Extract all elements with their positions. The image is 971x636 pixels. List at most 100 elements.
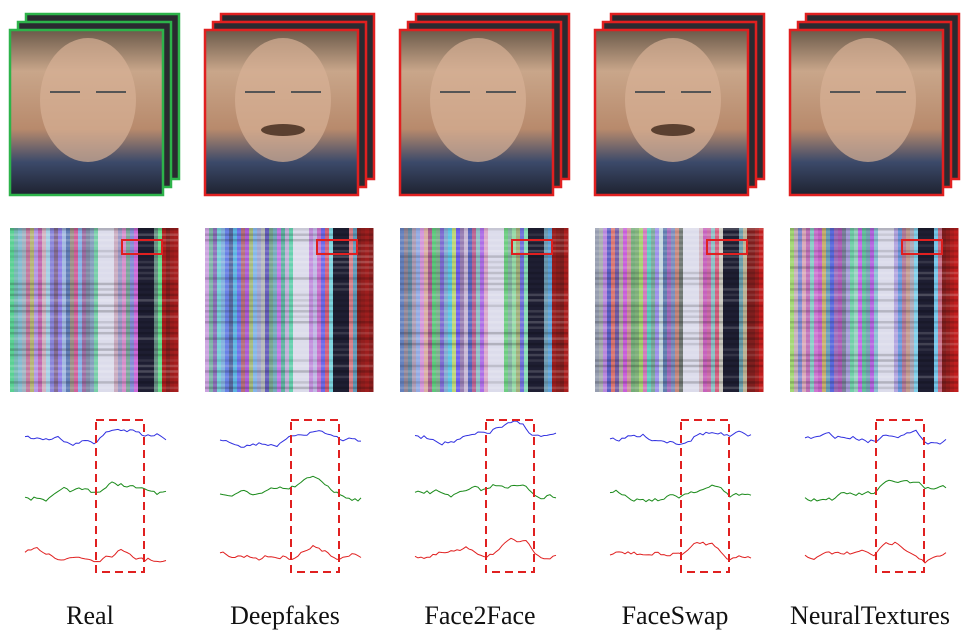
column: NeuralTextures bbox=[790, 14, 959, 630]
band bbox=[400, 337, 568, 340]
stripe bbox=[464, 228, 469, 392]
stripe bbox=[440, 228, 445, 392]
stripe bbox=[420, 228, 425, 392]
stripe bbox=[237, 228, 242, 392]
stripe bbox=[166, 228, 171, 392]
stripe bbox=[886, 228, 891, 392]
stripe bbox=[691, 228, 696, 392]
band bbox=[400, 261, 568, 264]
band bbox=[790, 337, 958, 340]
stripe bbox=[369, 228, 374, 392]
stripe bbox=[532, 228, 537, 392]
band bbox=[10, 233, 178, 236]
band bbox=[205, 370, 373, 373]
stripe bbox=[337, 228, 342, 392]
stripe bbox=[261, 228, 266, 392]
stripe bbox=[265, 228, 270, 392]
stripe bbox=[910, 228, 915, 392]
stripe bbox=[408, 228, 413, 392]
column: FaceSwap bbox=[595, 14, 764, 630]
band bbox=[400, 326, 568, 329]
band bbox=[790, 244, 958, 247]
stripe bbox=[854, 228, 859, 392]
band bbox=[10, 250, 178, 253]
stripe bbox=[814, 228, 819, 392]
band bbox=[10, 381, 178, 384]
stripe bbox=[516, 228, 521, 392]
band bbox=[790, 343, 958, 346]
stripe-image bbox=[790, 228, 959, 392]
band bbox=[790, 277, 958, 280]
stripe bbox=[297, 228, 302, 392]
stripe bbox=[715, 228, 720, 392]
stripe bbox=[22, 228, 27, 392]
stripe bbox=[870, 228, 875, 392]
stripe bbox=[504, 228, 509, 392]
stripe bbox=[759, 228, 764, 392]
stripe bbox=[922, 228, 927, 392]
band bbox=[400, 299, 568, 302]
band bbox=[595, 337, 763, 340]
stripe bbox=[102, 228, 107, 392]
band bbox=[205, 354, 373, 357]
stripe bbox=[126, 228, 131, 392]
band bbox=[10, 266, 178, 269]
stripe bbox=[866, 228, 871, 392]
stripe bbox=[946, 228, 951, 392]
stripe bbox=[914, 228, 919, 392]
column-label: Deepfakes bbox=[230, 601, 340, 630]
stripe bbox=[217, 228, 222, 392]
band bbox=[10, 277, 178, 280]
band bbox=[790, 310, 958, 313]
band bbox=[205, 381, 373, 384]
band bbox=[400, 310, 568, 313]
stripe bbox=[436, 228, 441, 392]
stripe bbox=[556, 228, 561, 392]
stripe bbox=[727, 228, 732, 392]
stripe bbox=[918, 228, 923, 392]
band bbox=[400, 381, 568, 384]
band bbox=[790, 283, 958, 286]
band bbox=[595, 321, 763, 324]
band bbox=[400, 343, 568, 346]
band bbox=[595, 343, 763, 346]
band bbox=[400, 365, 568, 368]
band bbox=[205, 387, 373, 390]
band bbox=[400, 250, 568, 253]
stripe bbox=[878, 228, 883, 392]
stripe bbox=[90, 228, 95, 392]
stripe bbox=[10, 228, 15, 392]
stripe bbox=[560, 228, 565, 392]
stripe bbox=[329, 228, 334, 392]
band bbox=[400, 272, 568, 275]
band bbox=[400, 294, 568, 297]
band bbox=[595, 310, 763, 313]
stripe bbox=[520, 228, 525, 392]
stripe-image bbox=[595, 228, 764, 392]
band bbox=[790, 359, 958, 362]
stripe bbox=[810, 228, 815, 392]
band bbox=[595, 277, 763, 280]
band bbox=[205, 310, 373, 313]
band bbox=[595, 299, 763, 302]
stripe bbox=[205, 228, 210, 392]
band bbox=[10, 228, 178, 231]
stripe bbox=[846, 228, 851, 392]
band bbox=[10, 365, 178, 368]
stripe bbox=[50, 228, 55, 392]
band bbox=[790, 387, 958, 390]
stripe bbox=[221, 228, 226, 392]
band bbox=[790, 326, 958, 329]
band bbox=[205, 337, 373, 340]
stripe bbox=[277, 228, 282, 392]
stripe bbox=[209, 228, 214, 392]
stripe bbox=[735, 228, 740, 392]
stripe bbox=[365, 228, 370, 392]
stripe bbox=[544, 228, 549, 392]
face bbox=[625, 38, 721, 162]
band bbox=[400, 316, 568, 319]
band bbox=[400, 332, 568, 335]
band bbox=[10, 370, 178, 373]
stripe bbox=[627, 228, 632, 392]
band bbox=[10, 354, 178, 357]
